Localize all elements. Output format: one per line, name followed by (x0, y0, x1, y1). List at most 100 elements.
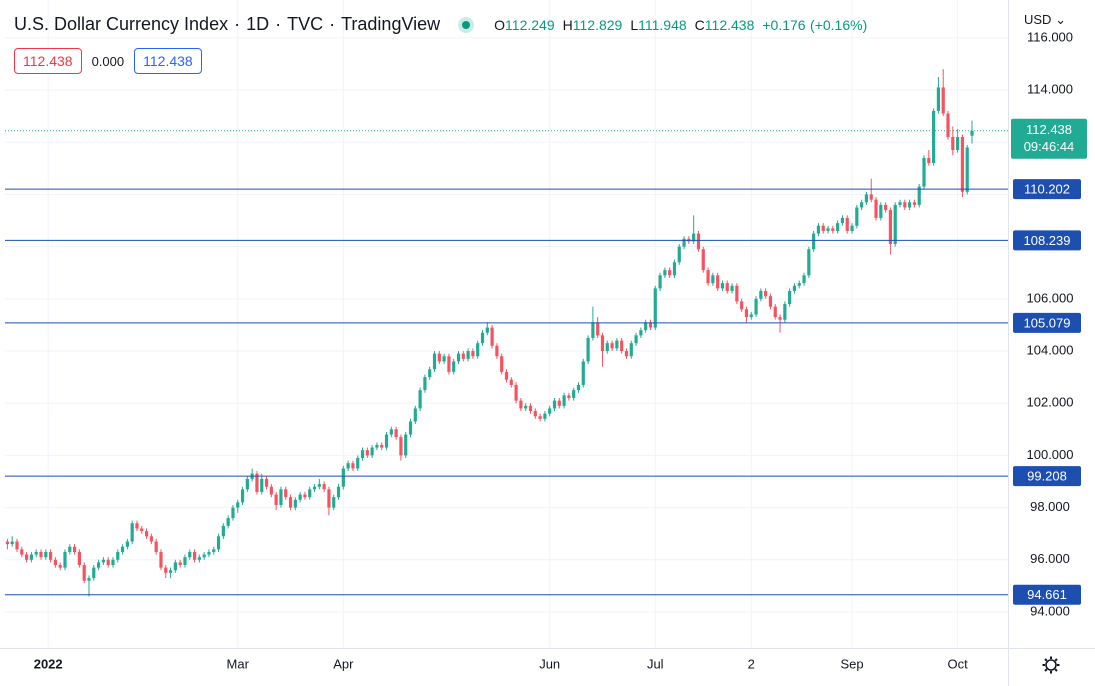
candle-body (754, 298, 758, 315)
candle-body (639, 330, 643, 336)
trade-badges: 112.438 0.000 112.438 (14, 48, 202, 74)
candle-body (96, 562, 101, 568)
candle-body (672, 262, 677, 276)
candle-body (10, 541, 14, 545)
candle-body (264, 478, 269, 487)
candle-body (596, 322, 600, 336)
candle-body (183, 557, 187, 566)
y-tick-label: 104.000 (1027, 342, 1074, 357)
candle-body (140, 528, 144, 532)
candle-body (600, 335, 605, 352)
candle-body (500, 356, 504, 372)
x-tick-label: Mar (227, 656, 250, 671)
candle-body (111, 559, 115, 566)
y-tick-label: 98.000 (1030, 499, 1070, 514)
candle-body (72, 546, 77, 552)
candle-body (845, 217, 849, 231)
candle-body (725, 283, 729, 291)
candle-body (831, 228, 835, 231)
level-label: 108.239 (1024, 233, 1071, 248)
candle-body (149, 536, 153, 542)
low-value: 111.948 (638, 16, 687, 33)
candle-body (226, 518, 230, 526)
candle-body (375, 444, 379, 448)
candle-body (317, 484, 321, 487)
candle-body (807, 249, 811, 276)
candle-body (927, 157, 931, 164)
candle-body (384, 434, 389, 448)
candle-body (116, 551, 120, 560)
candle-body (888, 210, 893, 245)
candle-body (605, 343, 609, 352)
candle-body (284, 489, 288, 498)
candle-body (490, 327, 494, 346)
candle-body (624, 351, 629, 357)
buy-button[interactable]: 112.438 (134, 48, 202, 74)
candle-body (466, 351, 470, 359)
candle-body (159, 551, 163, 568)
interval[interactable]: 1D (246, 14, 270, 34)
x-tick-label: 2 (748, 656, 755, 671)
x-tick-label: Jun (539, 656, 560, 671)
candle-body (346, 463, 350, 469)
candle-body (231, 507, 235, 519)
candle-body (404, 434, 408, 456)
currency-select[interactable]: USD ⌄ (1024, 12, 1066, 27)
settings-button[interactable] (1042, 656, 1060, 674)
candle-body (437, 353, 441, 362)
candle-body (946, 113, 950, 138)
candle-body (87, 578, 91, 581)
candle-body (764, 290, 768, 297)
candle-body (653, 288, 657, 328)
candle-body (370, 447, 374, 456)
level-label: 99.208 (1027, 469, 1067, 484)
candle-body (332, 497, 336, 508)
candle-body (912, 202, 917, 205)
candle-body (874, 199, 878, 218)
candle-body (154, 541, 158, 552)
candle-body (360, 450, 365, 459)
candle-body (668, 270, 672, 276)
candle-body (485, 327, 489, 333)
candle-body (240, 489, 245, 503)
candle-body (356, 458, 360, 469)
candle-body (634, 335, 638, 344)
candle-body (548, 408, 552, 414)
y-tick-label: 102.000 (1027, 395, 1074, 410)
candle-body (202, 554, 206, 558)
candle-body (428, 369, 432, 378)
candle-body (39, 551, 43, 558)
candle-body (744, 309, 749, 318)
candle-body (701, 249, 705, 271)
gear-ring (1045, 659, 1057, 671)
candle-body (380, 444, 384, 448)
candle-body (207, 551, 211, 555)
candle-body (178, 562, 182, 566)
candle-body (418, 390, 422, 409)
candle-body (452, 361, 456, 372)
candle-body (504, 371, 509, 380)
candle-body (5, 541, 9, 545)
candle-body (768, 296, 773, 307)
sell-button[interactable]: 112.438 (14, 48, 82, 74)
change: +0.176 (762, 16, 806, 33)
candle-body (408, 421, 413, 435)
candle-body (836, 223, 840, 231)
candle-body (706, 270, 710, 284)
candle-body (341, 468, 345, 487)
candle-body (480, 332, 485, 344)
level-label-box (1013, 179, 1081, 200)
candle-body (528, 405, 533, 412)
candle-body (816, 225, 821, 234)
x-tick-label: Sep (840, 656, 863, 671)
candle-body (562, 395, 566, 406)
candle-body (34, 551, 38, 555)
candle-body (850, 225, 854, 231)
candle-body (236, 502, 240, 508)
candle-body (788, 290, 792, 305)
change-pct: (+0.16%) (810, 16, 868, 33)
gear-tooth (1054, 658, 1058, 662)
candle-body (610, 343, 614, 349)
candle-body (130, 523, 134, 542)
candle-body (495, 345, 499, 357)
